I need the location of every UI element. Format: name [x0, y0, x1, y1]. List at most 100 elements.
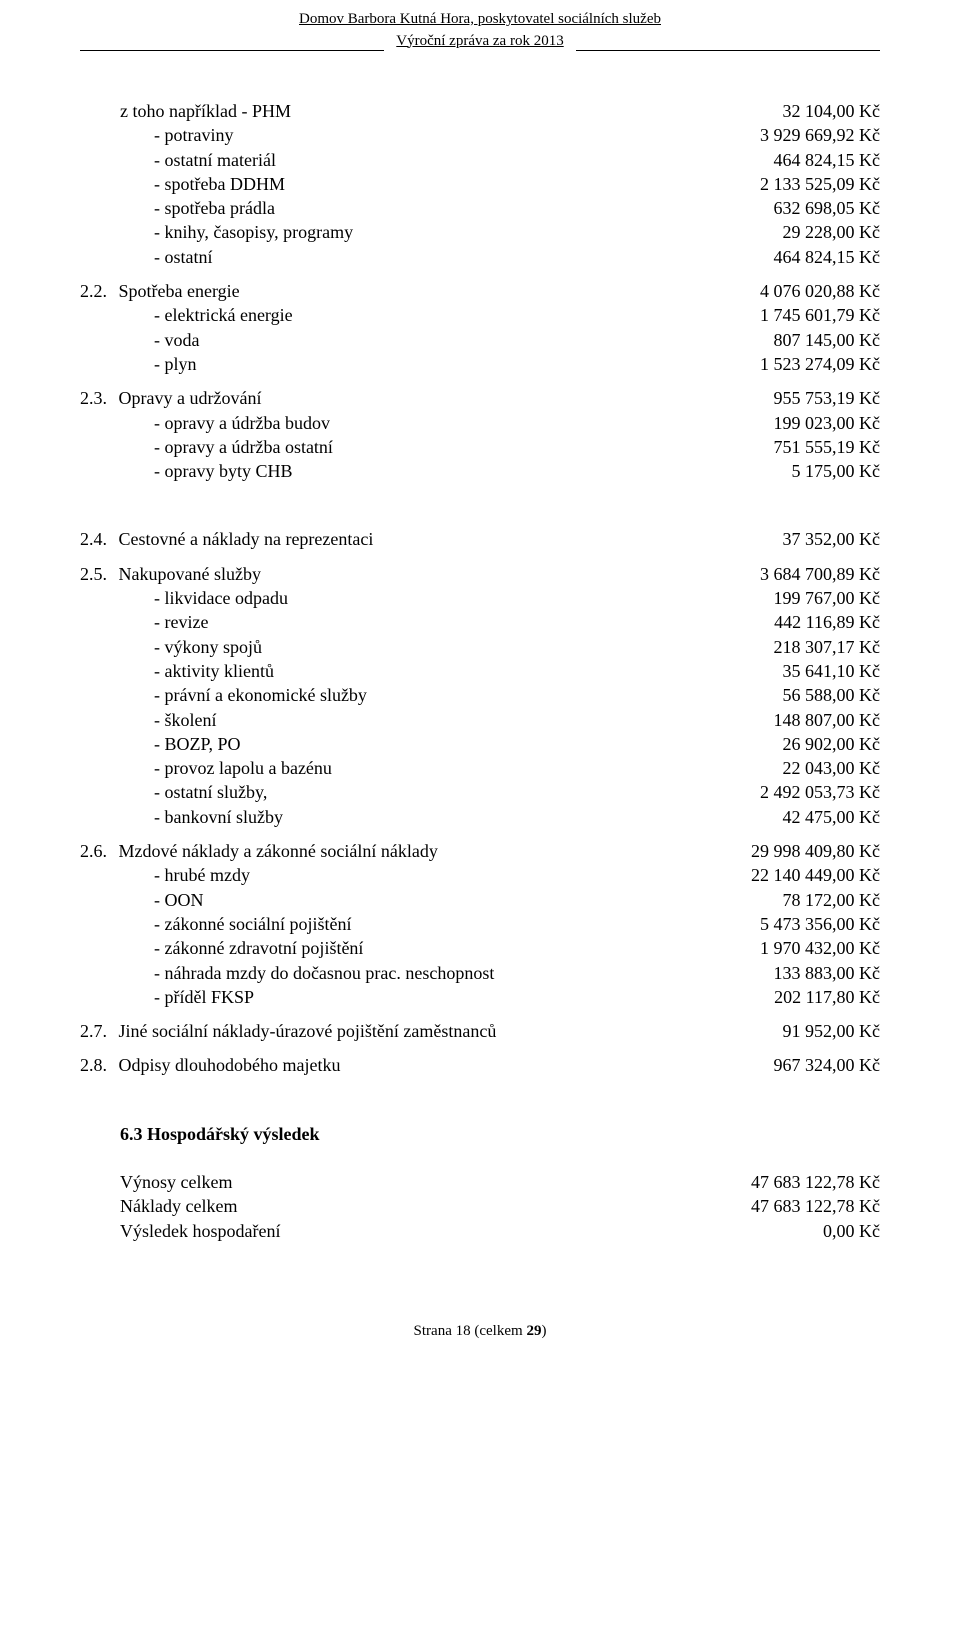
section-title-text: Spotřeba energie	[119, 281, 240, 301]
section-num: 2.8.	[80, 1053, 114, 1077]
line-item: - hrubé mzdy22 140 449,00 Kč	[80, 863, 880, 887]
section-row: 2.4. Cestovné a náklady na reprezentaci …	[80, 527, 880, 551]
item-label: - ostatní služby,	[80, 780, 267, 804]
footer-prefix: Strana 18	[414, 1323, 475, 1339]
item-value: 199 023,00 Kč	[774, 411, 881, 435]
line-item: - školení148 807,00 Kč	[80, 708, 880, 732]
item-value: 218 307,17 Kč	[774, 635, 881, 659]
header-rule-right	[576, 43, 880, 51]
page-header: Domov Barbora Kutná Hora, poskytovatel s…	[80, 0, 880, 51]
line-item: - voda 807 145,00 Kč	[80, 328, 880, 352]
section-label: 2.2. Spotřeba energie	[80, 279, 240, 303]
result-row: Výsledek hospodaření 0,00 Kč	[80, 1219, 880, 1243]
line-item: - opravy a údržba budov 199 023,00 Kč	[80, 411, 880, 435]
header-org: Domov Barbora Kutná Hora, poskytovatel s…	[80, 10, 880, 30]
result-row: Náklady celkem 47 683 122,78 Kč	[80, 1194, 880, 1218]
item-value: 751 555,19 Kč	[774, 435, 881, 459]
section-num: 2.5.	[80, 562, 114, 586]
item-value: 442 116,89 Kč	[774, 610, 880, 634]
section-label: 2.5. Nakupované služby	[80, 562, 261, 586]
item-label: - ostatní materiál	[80, 148, 276, 172]
footer-close: )	[541, 1323, 546, 1339]
section-label: 2.7. Jiné sociální náklady-úrazové pojiš…	[80, 1019, 496, 1043]
result-row: Výnosy celkem 47 683 122,78 Kč	[80, 1170, 880, 1194]
line-item: - zákonné zdravotní pojištění 1 970 432,0…	[80, 936, 880, 960]
footer-total: 29	[526, 1323, 541, 1339]
item-label: - BOZP, PO	[80, 732, 241, 756]
result-label: Výsledek hospodaření	[80, 1219, 280, 1243]
line-item: - bankovní služby42 475,00 Kč	[80, 805, 880, 829]
result-heading: 6.3 Hospodářský výsledek	[120, 1122, 880, 1146]
line-item: - opravy a údržba ostatní 751 555,19 Kč	[80, 435, 880, 459]
item-value: 2 492 053,73 Kč	[760, 780, 880, 804]
item-value: 1 970 432,00 Kč	[760, 936, 880, 960]
result-value: 0,00 Kč	[823, 1219, 880, 1243]
item-value: 5 473 356,00 Kč	[760, 912, 880, 936]
item-label: - zákonné sociální pojištění	[80, 912, 351, 936]
section-value: 37 352,00 Kč	[783, 527, 881, 551]
item-value: 632 698,05 Kč	[774, 196, 881, 220]
section-label: 2.3. Opravy a udržování	[80, 386, 261, 410]
item-value: 202 117,80 Kč	[774, 985, 880, 1009]
page-footer: Strana 18 (celkem 29)	[80, 1323, 880, 1340]
item-value: 26 902,00 Kč	[783, 732, 881, 756]
item-value: 2 133 525,09 Kč	[760, 172, 880, 196]
section-value: 967 324,00 Kč	[774, 1053, 881, 1077]
item-label: - revize	[80, 610, 208, 634]
item-label: - knihy, časopisy, programy	[80, 220, 353, 244]
section-label: 2.4. Cestovné a náklady na reprezentaci	[80, 527, 373, 551]
line-item: - opravy byty CHB 5 175,00 Kč	[80, 459, 880, 483]
line-item: - plyn 1 523 274,09 Kč	[80, 352, 880, 376]
header-rule-left	[80, 43, 384, 51]
item-label: - ostatní	[80, 245, 213, 269]
item-value: 35 641,10 Kč	[783, 659, 881, 683]
line-item: - ostatní materiál 464 824,15 Kč	[80, 148, 880, 172]
item-label: - OON	[80, 888, 204, 912]
item-value: 1 745 601,79 Kč	[760, 303, 880, 327]
line-item: - spotřeba prádla 632 698,05 Kč	[80, 196, 880, 220]
section-label: 2.8. Odpisy dlouhodobého majetku	[80, 1053, 340, 1077]
section-row: 2.5. Nakupované služby 3 684 700,89 Kč	[80, 562, 880, 586]
section-row: 2.3. Opravy a udržování 955 753,19 Kč	[80, 386, 880, 410]
item-label: - provoz lapolu a bazénu	[80, 756, 332, 780]
line-item: - likvidace odpadu199 767,00 Kč	[80, 586, 880, 610]
item-value: 199 767,00 Kč	[774, 586, 881, 610]
item-value: 464 824,15 Kč	[774, 245, 881, 269]
item-value: 78 172,00 Kč	[783, 888, 881, 912]
section-title-text: Odpisy dlouhodobého majetku	[119, 1055, 341, 1075]
item-label: - spotřeba DDHM	[80, 172, 285, 196]
item-label: - právní a ekonomické služby	[80, 683, 367, 707]
section-title-text: Cestovné a náklady na reprezentaci	[119, 529, 374, 549]
section-value: 29 998 409,80 Kč	[751, 839, 880, 863]
footer-suffix: (celkem	[474, 1323, 526, 1339]
result-label: Náklady celkem	[80, 1194, 237, 1218]
section-num: 2.3.	[80, 386, 114, 410]
line-item: - výkony spojů218 307,17 Kč	[80, 635, 880, 659]
item-label: - zákonné zdravotní pojištění	[80, 936, 363, 960]
result-value: 47 683 122,78 Kč	[751, 1170, 880, 1194]
item-label: - náhrada mzdy do dočasnou prac. neschop…	[80, 961, 494, 985]
item-label: - opravy a údržba ostatní	[80, 435, 333, 459]
line-item: - elektrická energie 1 745 601,79 Kč	[80, 303, 880, 327]
line-item: - aktivity klientů35 641,10 Kč	[80, 659, 880, 683]
item-value: 133 883,00 Kč	[774, 961, 881, 985]
item-label: - opravy byty CHB	[80, 459, 293, 483]
item-value: 3 929 669,92 Kč	[760, 123, 880, 147]
item-label: - potraviny	[80, 123, 233, 147]
item-label: - spotřeba prádla	[80, 196, 275, 220]
item-value: 29 228,00 Kč	[783, 220, 881, 244]
item-value: 464 824,15 Kč	[774, 148, 881, 172]
item-label: - hrubé mzdy	[80, 863, 250, 887]
section-value: 4 076 020,88 Kč	[760, 279, 880, 303]
result-value: 47 683 122,78 Kč	[751, 1194, 880, 1218]
line-item: - příděl FKSP202 117,80 Kč	[80, 985, 880, 1009]
item-label: z toho například - PHM	[80, 99, 291, 123]
line-item: - BOZP, PO 26 902,00 Kč	[80, 732, 880, 756]
item-value: 5 175,00 Kč	[792, 459, 881, 483]
item-value: 807 145,00 Kč	[774, 328, 881, 352]
result-label: Výnosy celkem	[80, 1170, 232, 1194]
item-label: - bankovní služby	[80, 805, 283, 829]
section-row: 2.2. Spotřeba energie 4 076 020,88 Kč	[80, 279, 880, 303]
header-report: Výroční zpráva za rok 2013	[384, 32, 575, 52]
section-num: 2.7.	[80, 1019, 114, 1043]
